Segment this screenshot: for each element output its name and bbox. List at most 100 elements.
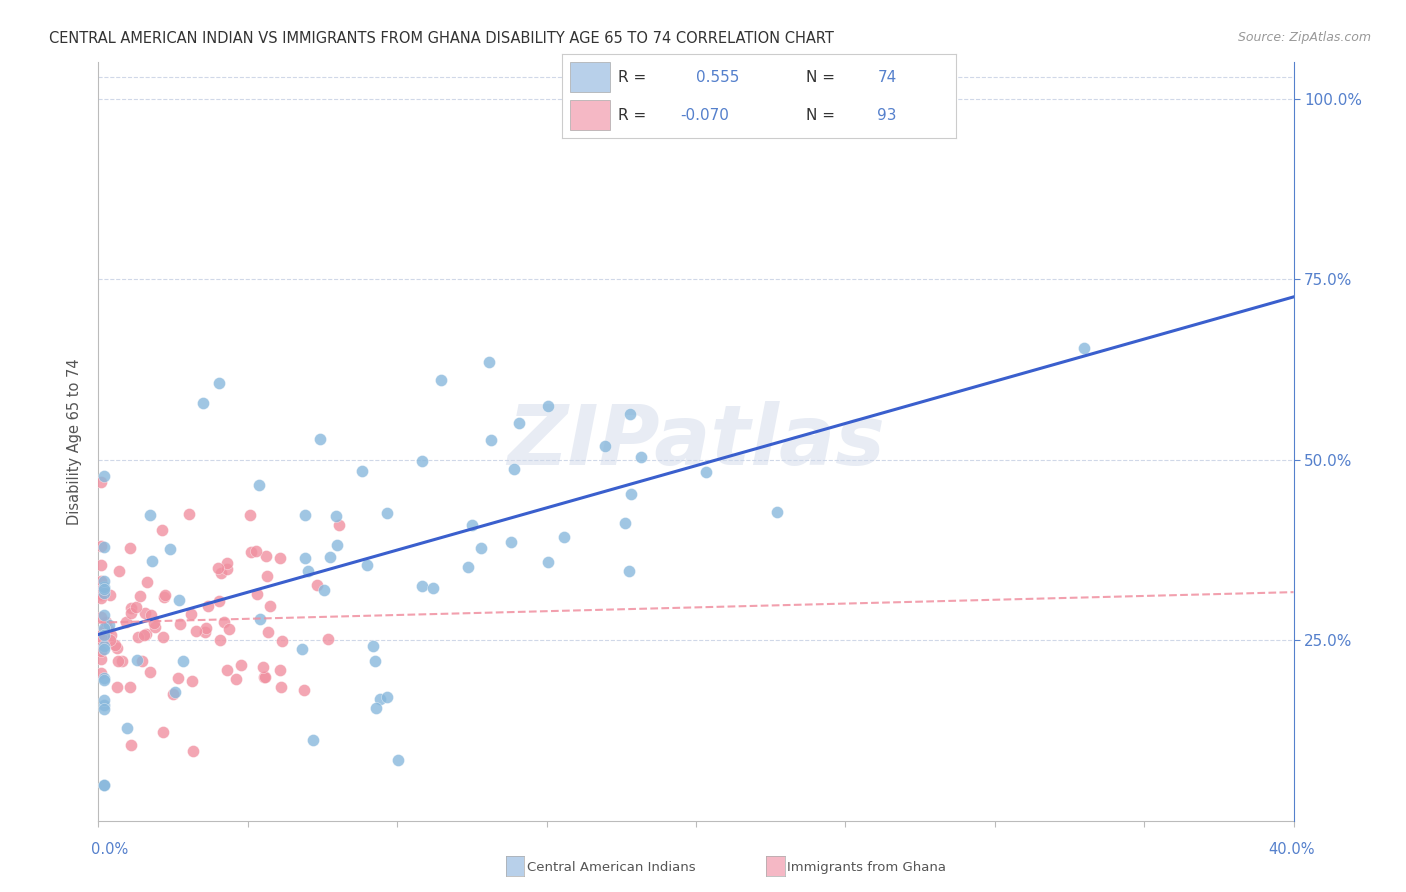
Point bbox=[325, 509, 347, 524]
Point bbox=[150, 523, 173, 537]
Point bbox=[152, 630, 174, 644]
Point bbox=[93, 698, 115, 713]
Point bbox=[93, 585, 115, 599]
Point bbox=[117, 722, 139, 736]
Point bbox=[253, 670, 276, 684]
Point bbox=[292, 682, 315, 697]
Point bbox=[90, 652, 112, 666]
Point bbox=[252, 660, 274, 674]
Point bbox=[613, 516, 636, 530]
Text: Central American Indians: Central American Indians bbox=[527, 861, 696, 873]
Point bbox=[100, 588, 122, 602]
Point bbox=[461, 518, 484, 533]
Point bbox=[97, 622, 120, 636]
Point bbox=[90, 589, 112, 603]
Text: Immigrants from Ghana: Immigrants from Ghana bbox=[787, 861, 946, 873]
Point bbox=[411, 578, 433, 592]
Text: ZIPatlas: ZIPatlas bbox=[508, 401, 884, 482]
Point bbox=[368, 692, 391, 706]
Point bbox=[245, 544, 267, 558]
Point bbox=[1073, 341, 1095, 355]
Point bbox=[356, 558, 378, 573]
Point bbox=[181, 674, 204, 689]
Text: 0.0%: 0.0% bbox=[91, 842, 128, 856]
Point bbox=[104, 638, 127, 652]
Point bbox=[90, 665, 112, 680]
Point bbox=[619, 407, 641, 421]
Point bbox=[256, 569, 278, 583]
Point bbox=[766, 505, 789, 519]
Point bbox=[93, 778, 115, 792]
Point bbox=[125, 600, 148, 615]
Point bbox=[630, 450, 652, 464]
Text: 0.555: 0.555 bbox=[696, 70, 740, 85]
Point bbox=[364, 654, 387, 668]
Point bbox=[208, 633, 231, 648]
Point bbox=[209, 566, 232, 581]
Point bbox=[422, 582, 444, 596]
Point bbox=[120, 739, 142, 753]
Point bbox=[314, 582, 336, 597]
Point bbox=[143, 616, 166, 631]
Point bbox=[105, 641, 128, 656]
Point bbox=[375, 506, 398, 520]
Point bbox=[238, 508, 260, 522]
Point bbox=[225, 673, 247, 687]
Text: R =: R = bbox=[617, 70, 661, 85]
Point bbox=[291, 641, 314, 656]
Point bbox=[246, 587, 269, 601]
Point bbox=[152, 725, 174, 739]
Point bbox=[90, 558, 112, 573]
Point bbox=[90, 644, 112, 658]
Point bbox=[93, 582, 115, 596]
Point bbox=[90, 630, 112, 644]
Point bbox=[93, 622, 115, 636]
Point bbox=[197, 599, 219, 613]
Point bbox=[502, 461, 524, 475]
Point bbox=[249, 612, 271, 626]
Point bbox=[163, 685, 186, 699]
Point bbox=[141, 608, 163, 623]
Text: 40.0%: 40.0% bbox=[1268, 842, 1315, 856]
Point bbox=[93, 623, 115, 637]
Point bbox=[120, 601, 142, 615]
FancyBboxPatch shape bbox=[571, 100, 610, 130]
Point bbox=[364, 701, 387, 715]
Point bbox=[179, 507, 201, 521]
Text: Source: ZipAtlas.com: Source: ZipAtlas.com bbox=[1237, 31, 1371, 45]
Point bbox=[90, 632, 112, 647]
Point bbox=[93, 586, 115, 600]
Point bbox=[167, 592, 190, 607]
Point bbox=[352, 465, 374, 479]
Point bbox=[186, 624, 208, 638]
Point bbox=[537, 555, 560, 569]
Point bbox=[120, 681, 142, 695]
Point bbox=[93, 468, 115, 483]
Point bbox=[169, 617, 191, 632]
Text: -0.070: -0.070 bbox=[681, 108, 730, 123]
Point bbox=[478, 355, 501, 369]
Point bbox=[143, 620, 166, 634]
Point bbox=[93, 607, 115, 622]
Point bbox=[208, 594, 231, 608]
Point bbox=[215, 557, 238, 571]
Point bbox=[215, 561, 238, 575]
Point bbox=[138, 508, 160, 523]
Point bbox=[134, 607, 156, 621]
Point bbox=[162, 687, 184, 701]
Point bbox=[208, 376, 231, 391]
Point bbox=[212, 615, 235, 630]
Point bbox=[127, 630, 149, 644]
Point bbox=[107, 564, 129, 578]
Point bbox=[90, 591, 112, 606]
Point bbox=[316, 632, 339, 646]
Point bbox=[257, 625, 280, 640]
Text: N =: N = bbox=[807, 70, 841, 85]
Point bbox=[259, 599, 281, 613]
Point bbox=[269, 663, 291, 677]
Point bbox=[501, 535, 523, 549]
Point bbox=[131, 654, 153, 668]
Point bbox=[270, 680, 292, 694]
Point bbox=[153, 588, 176, 602]
Point bbox=[305, 577, 328, 591]
